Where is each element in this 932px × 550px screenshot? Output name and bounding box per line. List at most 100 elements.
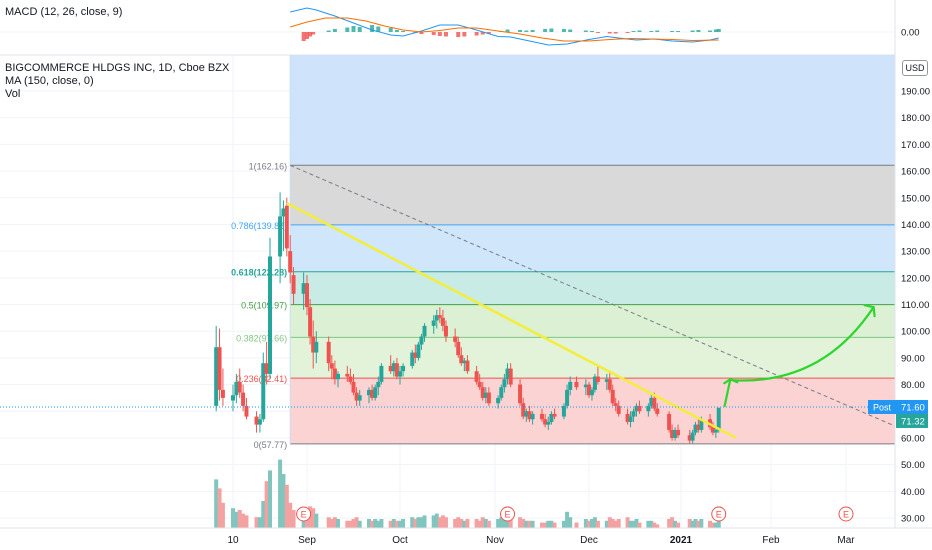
candle [419, 333, 424, 350]
volume-bar [268, 470, 272, 528]
candle-body [434, 315, 439, 321]
macd-histogram-bar [357, 27, 362, 32]
volume-bar [257, 517, 262, 528]
candle [625, 408, 630, 425]
candle-body [422, 325, 427, 337]
volume-bar [329, 519, 334, 528]
earnings-marker-label: E [716, 510, 722, 520]
candle-body [610, 389, 615, 404]
arrow-head [863, 304, 876, 318]
volume-bar [676, 522, 681, 528]
macd-histogram-bar [637, 30, 642, 32]
price-tick-label: 190.00 [901, 87, 930, 98]
volume-bar [687, 519, 692, 528]
candle [244, 397, 249, 420]
macd-histogram-bar [625, 32, 630, 33]
fib-level-label: 0.5(109.97) [241, 301, 287, 311]
volume-bar [237, 510, 242, 528]
candle [348, 368, 353, 385]
macd-histogram-bar [311, 32, 316, 35]
candle-body [234, 381, 239, 396]
candle-body [278, 216, 283, 257]
macd-histogram-bar [486, 32, 491, 34]
candle-body [628, 416, 633, 422]
main-legend: BIGCOMMERCE HLDGS INC, 1D, Cboe BZX MA (… [5, 62, 229, 101]
volume-bar [667, 519, 672, 528]
macd-histogram-bar [549, 28, 554, 32]
candle-body [631, 411, 636, 417]
price-tick-label: 140.00 [901, 220, 930, 231]
macd-histogram-bar [462, 32, 467, 37]
macd-histogram-bar [530, 30, 535, 32]
candle [440, 309, 445, 332]
volume-bar [699, 519, 704, 528]
volume-bar [351, 519, 356, 528]
earnings-marker-circle [711, 506, 727, 522]
volume-bar [254, 517, 259, 528]
volume-bar [524, 520, 529, 528]
time-axis: 10 Sep Oct Nov Dec 2021 Feb Mar [0, 527, 932, 550]
candle [231, 384, 235, 412]
candle-body [589, 389, 594, 396]
candle [234, 373, 239, 404]
volume-bar [314, 513, 319, 528]
volume-bar [595, 520, 600, 528]
candle-body [284, 205, 289, 249]
candle [434, 309, 439, 329]
candle [604, 373, 609, 390]
candle-body [388, 365, 393, 372]
volume-bar [379, 519, 384, 528]
candle [505, 363, 510, 385]
time-tick-label: Oct [392, 535, 408, 546]
candlesticks [214, 192, 721, 444]
macd-histogram-bar [607, 32, 612, 34]
volume-bar [440, 515, 445, 528]
candle-body [314, 341, 319, 353]
candle-body [710, 427, 715, 433]
candle [530, 411, 535, 425]
candle [301, 272, 306, 310]
macd-histogram-bar [332, 29, 337, 32]
macd-histogram-bar [456, 32, 461, 37]
candle [332, 360, 337, 385]
candle-body [237, 381, 242, 393]
macd-histogram-bar [595, 32, 600, 33]
volume-bar [565, 511, 570, 528]
volume-bar [634, 519, 639, 528]
macd-histogram-bar [631, 31, 636, 32]
candle [592, 373, 597, 393]
macd-histogram-bar [583, 30, 588, 32]
candle-body [565, 389, 570, 406]
candle-body [676, 429, 681, 436]
candle [373, 384, 378, 401]
price-tick-label: 50.00 [901, 460, 925, 471]
candle-body [241, 392, 246, 406]
volume-bar [332, 517, 337, 528]
time-tick-label: Sep [298, 535, 316, 546]
candle [610, 384, 615, 406]
candle-body [348, 376, 353, 382]
candle-body [540, 413, 544, 420]
price-tick-label: 60.00 [901, 433, 925, 444]
candle [326, 336, 331, 372]
candle [288, 235, 293, 284]
volume-bar [401, 519, 406, 528]
candle-body [357, 395, 362, 401]
post-price-badge [896, 399, 928, 414]
macd-histogram-bar [690, 30, 695, 32]
macd-histogram-bar [370, 25, 375, 32]
candle-body [244, 405, 249, 417]
volume-bar [693, 519, 698, 528]
macd-tick-label: 0.00 [901, 28, 920, 39]
volume-bar [465, 519, 470, 528]
fib-level-label: 0.786(139.82) [231, 221, 287, 231]
volume-bar [413, 519, 418, 528]
candle [443, 320, 448, 342]
candle-body [502, 379, 507, 388]
macd-histogram-bar [394, 30, 399, 32]
candle [453, 328, 458, 348]
candle-body [568, 381, 573, 390]
currency-button[interactable]: USD [902, 60, 928, 76]
macd-signal-line [290, 17, 719, 42]
